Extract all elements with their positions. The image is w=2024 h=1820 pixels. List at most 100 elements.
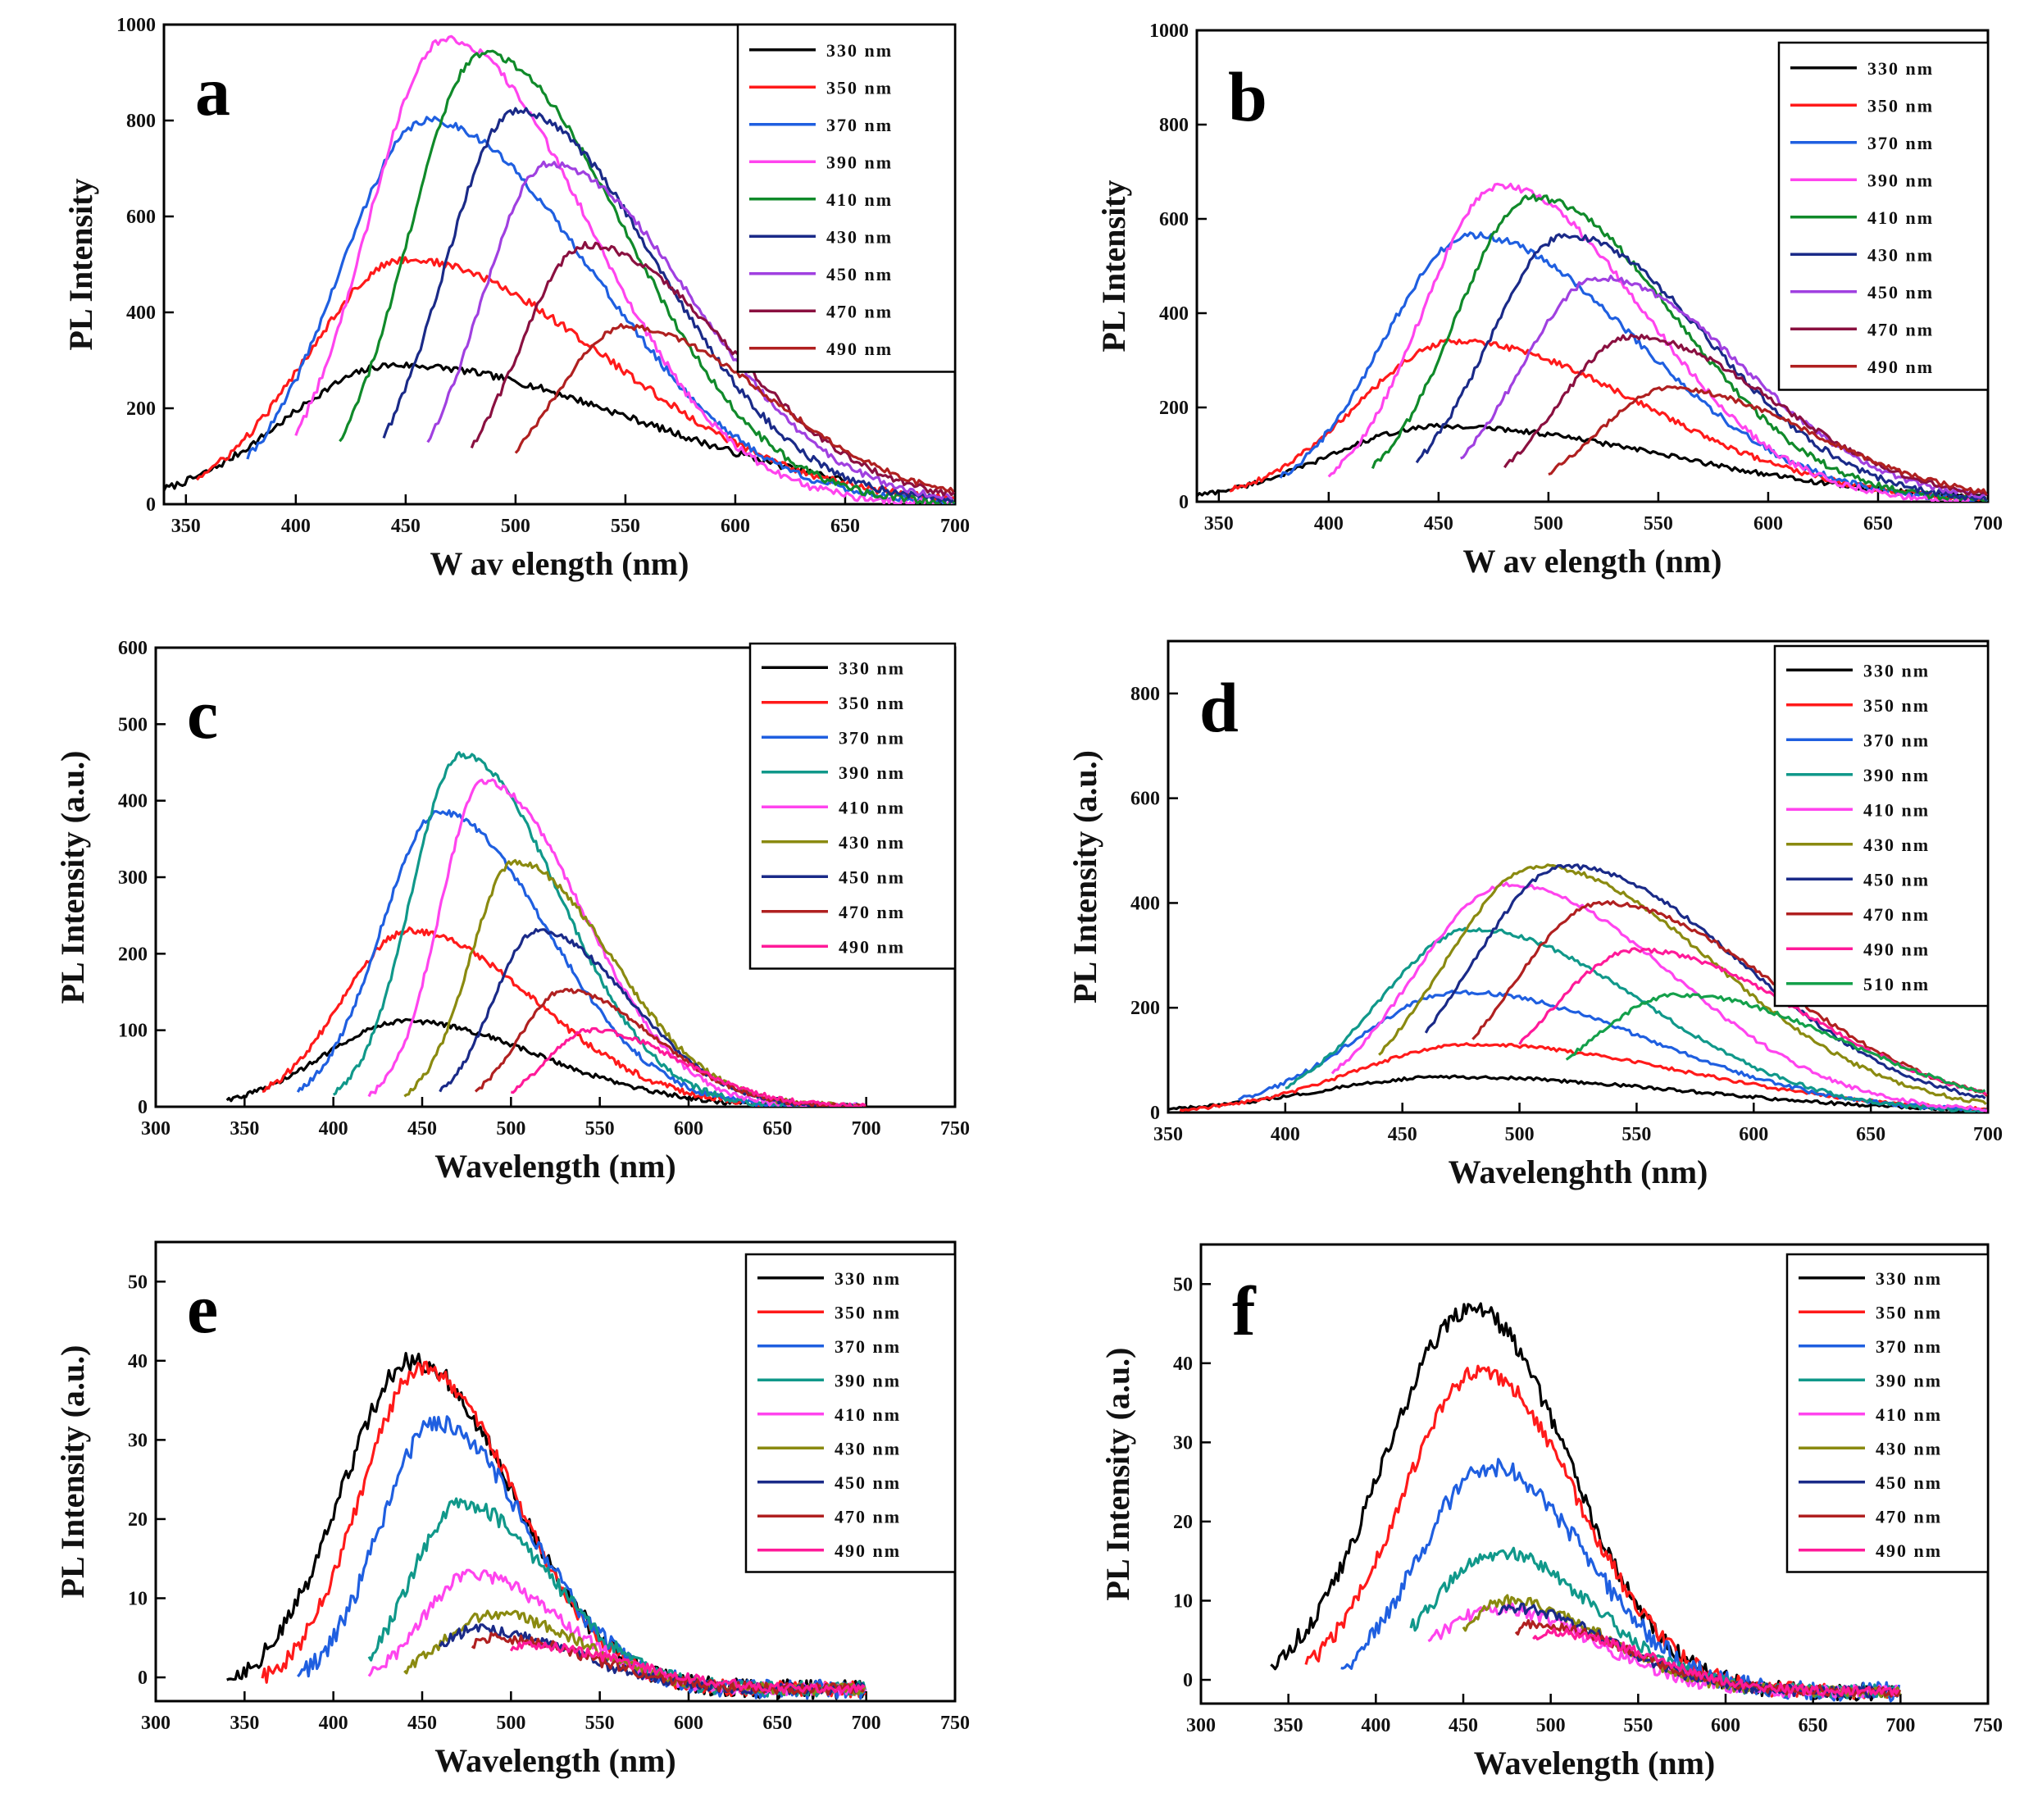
x-tick-label: 350 [1153, 1124, 1183, 1145]
series-line-490-nm [509, 1640, 866, 1695]
x-tick-label: 650 [1856, 1124, 1885, 1145]
y-axis-label: PL Intensity [62, 178, 99, 350]
y-tick-label: 50 [128, 1272, 148, 1293]
series-line-470-nm [1503, 333, 1988, 497]
y-axis-label: PL Intensity (a.u.) [1099, 1348, 1136, 1601]
legend-label: 490 nm [1863, 939, 1930, 959]
y-tick-label: 20 [1173, 1512, 1193, 1533]
x-tick-label: 350 [230, 1118, 259, 1140]
series-line-390-nm [332, 751, 862, 1107]
legend-label: 450 nm [1876, 1472, 1942, 1493]
x-tick-label: 700 [852, 1118, 881, 1140]
series-line-430-nm [1415, 233, 1988, 502]
x-tick-label: 600 [674, 1118, 703, 1140]
legend-label: 350 nm [826, 77, 893, 98]
legend-label: 470 nm [839, 902, 905, 922]
legend-label: 330 nm [839, 657, 905, 678]
legend-label: 330 nm [826, 40, 893, 61]
y-tick-label: 300 [118, 867, 148, 889]
legend-label: 470 nm [835, 1506, 901, 1527]
x-tick-label: 500 [501, 516, 530, 537]
y-tick-label: 400 [126, 303, 156, 324]
x-tick-label: 400 [1314, 513, 1344, 535]
series-group [226, 1352, 867, 1700]
x-axis-label: W av elength (nm) [1463, 543, 1722, 580]
x-tick-label: 750 [940, 1118, 970, 1140]
x-tick-label: 600 [721, 516, 750, 537]
x-tick-label: 750 [940, 1713, 970, 1734]
y-tick-label: 0 [1179, 492, 1189, 513]
series-line-370-nm [1340, 1458, 1901, 1703]
legend-label: 410 nm [1863, 799, 1930, 820]
series-line-390-nm [1285, 926, 1986, 1112]
x-tick-label: 500 [1536, 1715, 1566, 1736]
legend-label: 430 nm [1863, 835, 1930, 855]
x-tick-label: 650 [830, 516, 860, 537]
series-group [1168, 863, 1988, 1112]
x-tick-label: 500 [1534, 513, 1563, 535]
legend-label: 330 nm [1863, 660, 1930, 680]
y-tick-label: 10 [1173, 1590, 1193, 1612]
legend-label: 390 nm [1876, 1370, 1942, 1390]
legend-label: 470 nm [1863, 904, 1930, 925]
y-tick-label: 50 [1173, 1274, 1193, 1295]
x-tick-label: 450 [391, 516, 421, 537]
x-tick-label: 600 [1711, 1715, 1740, 1736]
y-tick-label: 400 [118, 791, 148, 812]
series-group [1197, 182, 1988, 502]
legend-label: 410 nm [1867, 207, 1934, 228]
x-tick-label: 300 [141, 1118, 171, 1140]
y-tick-label: 600 [1159, 209, 1189, 230]
y-tick-label: 800 [1130, 684, 1160, 705]
legend-label: 450 nm [1867, 282, 1934, 303]
legend-label: 390 nm [826, 152, 893, 172]
legend-label: 390 nm [839, 762, 905, 783]
y-axis-label: PL Intensity (a.u.) [54, 751, 91, 1004]
legend: 330 nm 350 nm 370 nm 390 nm 410 nm 430 nm 450 … [736, 23, 957, 373]
x-tick-label: 700 [1973, 1124, 2003, 1145]
legend-label: 370 nm [826, 115, 893, 135]
series-line-490-nm [1548, 385, 1988, 495]
legend-label: 470 nm [1867, 319, 1934, 339]
series-line-490-nm [510, 1026, 866, 1107]
legend-label: 430 nm [835, 1438, 901, 1458]
series-line-470-nm [474, 988, 867, 1107]
chart-panel-f: 300 350 400 450 500 550 600 650 700 750 0 10 20 30 40 5… [1099, 1243, 2003, 1781]
x-tick-label: 400 [319, 1118, 348, 1140]
legend-label: 370 nm [835, 1336, 901, 1357]
series-line-470-nm [470, 240, 955, 497]
legend-label: 430 nm [1876, 1438, 1942, 1458]
series-line-410-nm [367, 1568, 867, 1696]
x-tick-label: 350 [171, 516, 201, 537]
x-axis-label: Wavelenghth (nm) [1449, 1153, 1708, 1190]
series-line-390-nm [1327, 182, 1987, 502]
y-axis-label: PL Intensity [1095, 180, 1132, 352]
legend-label: 370 nm [1867, 133, 1934, 153]
y-tick-label: 30 [1173, 1432, 1193, 1454]
series-line-350-nm [195, 256, 955, 503]
y-tick-label: 200 [118, 944, 148, 965]
legend-label: 350 nm [835, 1302, 901, 1322]
legend-label: 490 nm [826, 339, 893, 359]
legend-label: 490 nm [1876, 1540, 1942, 1561]
series-group [164, 34, 955, 504]
legend-label: 330 nm [1876, 1268, 1942, 1289]
series-line-410-nm [1371, 193, 1988, 502]
series-group [225, 751, 867, 1107]
y-tick-label: 200 [1159, 398, 1189, 419]
legend-label: 470 nm [1876, 1506, 1942, 1527]
legend-label: 410 nm [1876, 1404, 1942, 1425]
series-line-410-nm [339, 49, 955, 504]
x-tick-label: 500 [496, 1118, 525, 1140]
series-line-430-nm [382, 107, 954, 503]
y-tick-label: 100 [118, 1021, 148, 1042]
x-tick-label: 550 [1623, 1715, 1653, 1736]
x-tick-label: 400 [319, 1713, 348, 1734]
legend-label: 490 nm [1867, 357, 1934, 377]
x-tick-label: 450 [1424, 513, 1453, 535]
legend-label: 410 nm [835, 1404, 901, 1425]
panel-label: f [1232, 1272, 1257, 1350]
x-tick-label: 400 [1361, 1715, 1390, 1736]
x-tick-label: 400 [281, 516, 311, 537]
series-line-450-nm [439, 928, 865, 1107]
